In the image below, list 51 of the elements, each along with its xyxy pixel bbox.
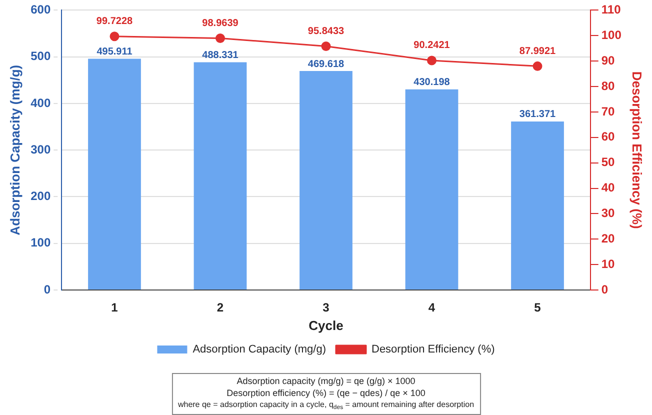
y-axis-title: Adsorption Capacity (mg/g) [7, 64, 22, 236]
x-tick-label: 1 [111, 300, 118, 315]
data-label: 99.7228 [96, 16, 134, 28]
data-label: 495.911 [96, 46, 133, 58]
x-tick-label: 4 [428, 300, 436, 315]
y-tick-label: 0 [44, 282, 51, 296]
legend-label: Desorption Efficiency (%) [371, 344, 495, 356]
y2-tick-label: 100 [601, 28, 622, 42]
x-tick-label: 3 [322, 300, 330, 315]
y2-tick-label: 30 [601, 206, 616, 220]
y2-tick-label: 60 [601, 130, 616, 144]
y2-tick-label: 10 [601, 256, 616, 271]
point [216, 34, 225, 44]
y-tick-label: 200 [30, 189, 51, 204]
data-label: 87.9921 [519, 46, 556, 57]
y-tick-label: 400 [30, 96, 51, 110]
x-axis-title: Cycle [308, 318, 344, 333]
y2-axis-title: Desorption Efficiency (%) [630, 71, 645, 229]
legend-label: Adsorption Capacity (mg/g) [192, 344, 326, 356]
y2-tick-label: 50 [601, 155, 616, 170]
point [110, 32, 120, 42]
y2-tick-label: 110 [601, 2, 622, 17]
y-tick-label: 600 [30, 2, 51, 17]
data-label: 430.198 [414, 77, 450, 88]
y2-tick-label: 80 [601, 78, 616, 93]
y-tick-label: 100 [30, 236, 51, 250]
point [321, 41, 331, 51]
x-tick-label: 2 [216, 300, 224, 315]
bar [300, 71, 352, 290]
point [427, 56, 436, 66]
y2-tick-label: 40 [601, 180, 616, 195]
x-tick-label: 5 [534, 300, 542, 315]
bar [511, 121, 564, 290]
data-label: 488.331 [202, 50, 239, 62]
bar [88, 58, 141, 290]
data-label: 469.618 [308, 58, 345, 70]
data-label: 98.9639 [202, 18, 239, 30]
bar [405, 89, 458, 290]
y2-tick-label: 0 [601, 282, 608, 296]
y2-tick-label: 20 [601, 231, 616, 246]
text: Desorption efficiency (%) = (qe − qdes) / qe × 100 [226, 388, 426, 398]
point [532, 61, 542, 71]
y2-tick-label: 70 [601, 104, 616, 118]
bar [194, 62, 247, 290]
y2-tick-label: 90 [601, 53, 616, 68]
data-label: 361.371 [519, 109, 556, 120]
data-label: 90.2421 [414, 40, 450, 52]
data-label: 95.8433 [308, 26, 345, 37]
text: Adsorption capacity (mg/g) = qe (g/g) × 1000 [236, 376, 416, 386]
y-tick-label: 500 [30, 49, 51, 64]
y-tick-label: 300 [30, 142, 51, 156]
